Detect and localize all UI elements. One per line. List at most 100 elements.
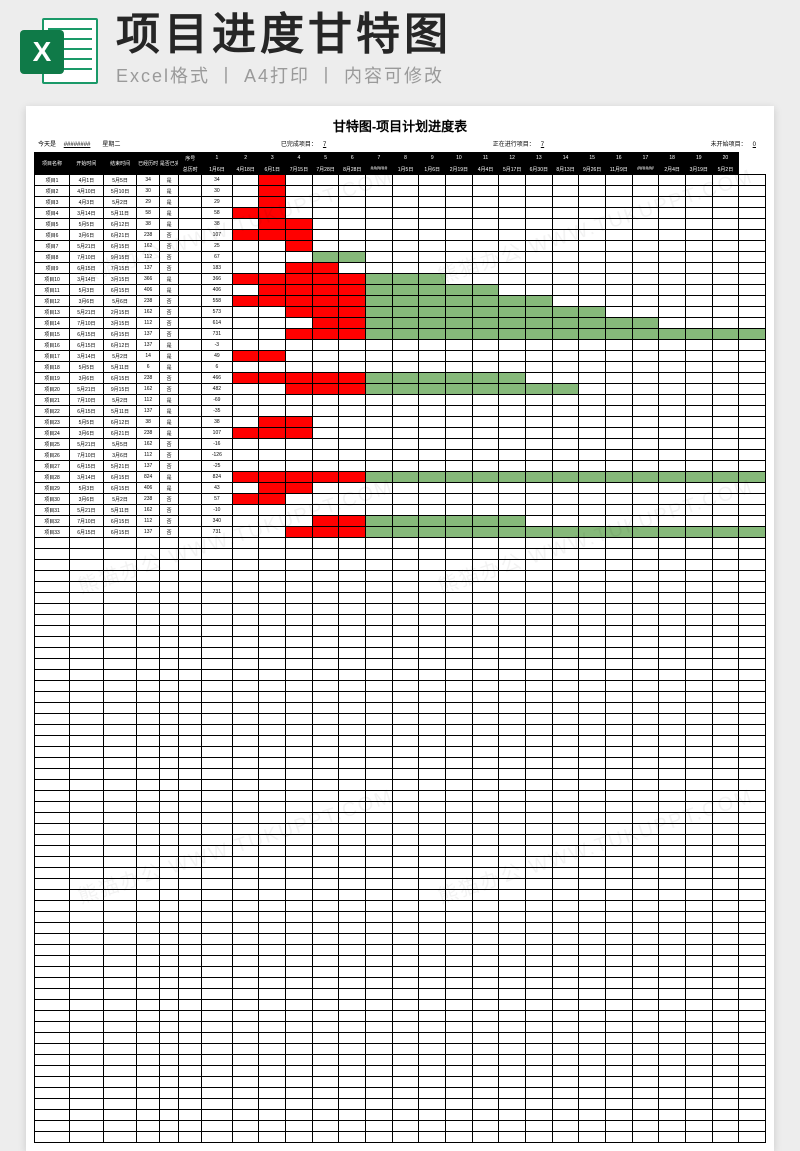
table-row-empty <box>35 626 766 637</box>
gantt-cell <box>579 406 606 417</box>
cell: 6月15日 <box>70 406 104 417</box>
gantt-cell <box>739 494 766 505</box>
cell: 6月15日 <box>70 461 104 472</box>
cell: 3月14日 <box>70 208 104 219</box>
cell <box>179 395 201 406</box>
gantt-cell <box>232 219 259 230</box>
cell: 项目11 <box>35 285 70 296</box>
gantt-cell <box>392 472 419 483</box>
gantt-cell <box>499 296 526 307</box>
gantt-cell <box>659 384 686 395</box>
gantt-cell <box>259 340 286 351</box>
cell: 6月15日 <box>103 285 137 296</box>
gantt-cell <box>526 296 553 307</box>
gantt-cell <box>392 241 419 252</box>
done-value: 7 <box>317 142 332 148</box>
gantt-cell <box>685 340 712 351</box>
gantt-cell <box>499 395 526 406</box>
gantt-cell <box>659 362 686 373</box>
cell: 5月21日 <box>70 505 104 516</box>
cell <box>179 329 201 340</box>
gantt-cell <box>685 505 712 516</box>
gantt-cell <box>739 516 766 527</box>
gantt-cell <box>232 340 259 351</box>
cell <box>179 439 201 450</box>
gantt-cell <box>232 252 259 263</box>
cell: 6月15日 <box>103 483 137 494</box>
cell: 43 <box>201 483 232 494</box>
table-row: 项目295月3日6月15日406是43 <box>35 483 766 494</box>
cell: 否 <box>159 527 179 538</box>
cell <box>179 296 201 307</box>
gantt-cell <box>446 472 473 483</box>
table-row-empty <box>35 1055 766 1066</box>
gantt-cell <box>526 461 553 472</box>
gantt-cell <box>312 472 339 483</box>
cell: -69 <box>201 395 232 406</box>
gantt-cell <box>312 362 339 373</box>
table-row-empty <box>35 593 766 604</box>
gantt-cell <box>552 208 579 219</box>
gantt-cell <box>579 329 606 340</box>
header: X 项目进度甘特图 Excel格式 丨 A4打印 丨 内容可修改 <box>0 0 800 94</box>
cell: 162 <box>137 241 159 252</box>
gantt-cell <box>632 362 659 373</box>
week-num: 6 <box>339 153 366 164</box>
gantt-cell <box>605 296 632 307</box>
cell: 5月11日 <box>103 505 137 516</box>
table-row: 项目14月1日5月5日34是34 <box>35 175 766 186</box>
cell: 是 <box>159 197 179 208</box>
cell: 5月5日 <box>70 417 104 428</box>
gantt-cell <box>446 340 473 351</box>
cell: 5月5日 <box>70 219 104 230</box>
cell: 14 <box>137 351 159 362</box>
gantt-cell <box>632 307 659 318</box>
gantt-cell <box>659 318 686 329</box>
cell: 是 <box>159 395 179 406</box>
cell: 614 <box>201 318 232 329</box>
cell: 6月15日 <box>103 516 137 527</box>
gantt-cell <box>366 428 393 439</box>
gantt-cell <box>526 406 553 417</box>
table-row-empty <box>35 813 766 824</box>
cell: 否 <box>159 296 179 307</box>
gantt-cell <box>605 318 632 329</box>
gantt-cell <box>526 307 553 318</box>
gantt-cell <box>286 175 313 186</box>
gantt-cell <box>659 263 686 274</box>
cell <box>179 472 201 483</box>
gantt-cell <box>552 373 579 384</box>
gantt-cell <box>499 307 526 318</box>
cell: 4月10日 <box>70 186 104 197</box>
gantt-cell <box>446 263 473 274</box>
gantt-cell <box>526 351 553 362</box>
gantt-cell <box>472 428 499 439</box>
gantt-cell <box>632 483 659 494</box>
week-date: 1月5日 <box>392 164 419 175</box>
table-row: 项目135月21日2月15日162否573 <box>35 307 766 318</box>
cell: 6 <box>201 362 232 373</box>
gantt-cell <box>579 340 606 351</box>
gantt-cell <box>739 384 766 395</box>
gantt-cell <box>659 219 686 230</box>
table-row-empty <box>35 1077 766 1088</box>
gantt-cell <box>419 318 446 329</box>
cell: 7月10日 <box>70 395 104 406</box>
week-num: 5 <box>312 153 339 164</box>
gantt-cell <box>232 472 259 483</box>
gantt-cell <box>632 384 659 395</box>
table-row: 项目166月15日6月12日137是-3 <box>35 340 766 351</box>
table-row: 项目87月10日9月15日112否67 <box>35 252 766 263</box>
cell: 3月15日 <box>103 318 137 329</box>
cell: 340 <box>201 516 232 527</box>
cell: 573 <box>201 307 232 318</box>
gantt-cell <box>232 417 259 428</box>
gantt-cell <box>499 505 526 516</box>
gantt-cell <box>446 439 473 450</box>
gantt-cell <box>739 274 766 285</box>
gantt-cell <box>526 252 553 263</box>
gantt-cell <box>339 263 366 274</box>
week-num: 17 <box>632 153 659 164</box>
cell: -3 <box>201 340 232 351</box>
gantt-cell <box>339 197 366 208</box>
